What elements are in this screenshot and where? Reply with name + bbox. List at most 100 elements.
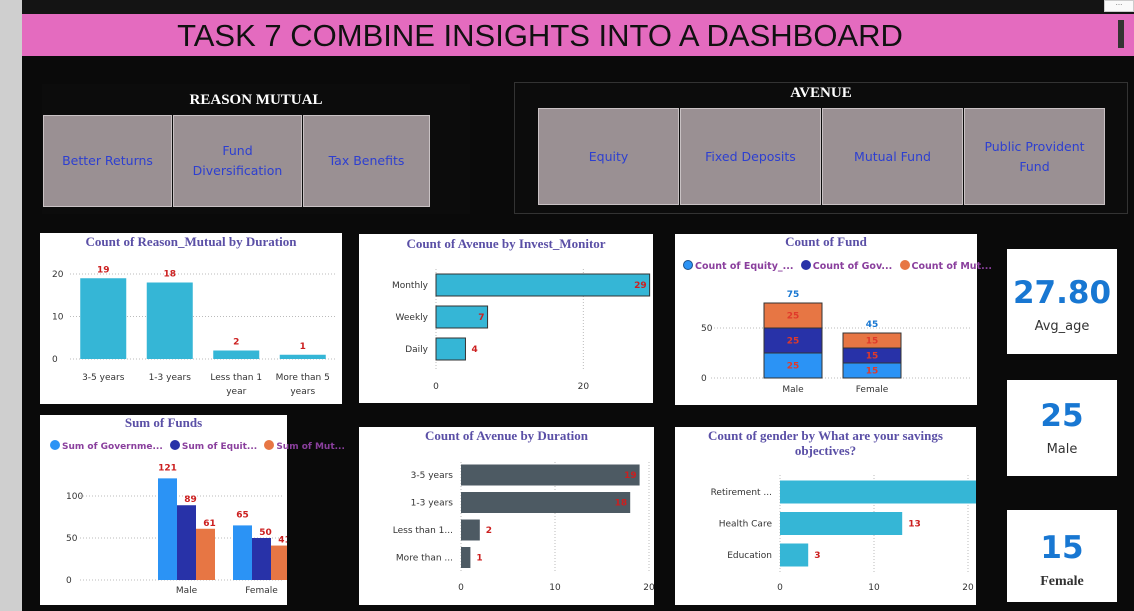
bar [780, 512, 903, 535]
data-label: 1 [476, 554, 482, 564]
y-tick-label: 20 [52, 270, 64, 280]
y-tick-label: 0 [66, 576, 72, 586]
total-label: 75 [787, 290, 800, 300]
y-tick-label: 10 [52, 313, 64, 323]
slicer-option-tax-benefits[interactable]: Tax Benefits [303, 115, 430, 207]
reason-mutual-slicer-title: REASON MUTUAL [189, 92, 323, 108]
legend-item[interactable]: Count of Mut... [899, 260, 992, 272]
avenue-slicer-title: AVENUE [790, 85, 852, 101]
count-of-fund-chart[interactable]: Count of Fund Count of Equity_... Count … [675, 234, 992, 405]
sum-of-funds-chart[interactable]: Sum of Funds Sum of Governme... Sum of E… [40, 415, 345, 605]
y-tick-label: 0 [701, 374, 707, 384]
gender-by-savings-objectives-chart[interactable]: Count of gender by What are your savings… [675, 427, 976, 605]
x-tick-label: 1-3 years [149, 373, 192, 383]
bar [196, 528, 215, 580]
data-label: 15 [866, 352, 879, 362]
chart-title: Count of Reason_Mutual by Duration [85, 234, 297, 249]
x-tick-label: Male [176, 586, 198, 596]
bar [279, 354, 326, 359]
y-tick-label: Monthly [392, 281, 429, 291]
slicer-option-equity[interactable]: Equity [538, 108, 679, 205]
data-label: 7 [478, 313, 484, 323]
bar-segment [842, 332, 902, 349]
dashboard-title: TASK 7 COMBINE INSIGHTS INTO A DASHBOARD [177, 18, 903, 53]
y-tick-label: Retirement ... [711, 488, 772, 498]
dashboard-frame: TASK 7 COMBINE INSIGHTS INTO A DASHBOARD… [22, 0, 1134, 611]
data-label: 25 [787, 312, 800, 322]
x-tick-label: year [226, 387, 246, 397]
data-label: 18 [163, 270, 176, 280]
bar [461, 464, 640, 486]
bar [435, 337, 466, 361]
kpi-value: 25 [1040, 398, 1084, 434]
y-tick-label: 50 [701, 324, 713, 334]
bar-segment [763, 327, 823, 354]
reason-mutual-by-duration-chart[interactable]: Count of Reason_Mutual by Duration 0 10 20… [40, 233, 342, 404]
data-label: 19 [97, 265, 110, 275]
avenue-by-invest-monitor-chart[interactable]: Count of Avenue by Invest_Monitor 0 20 Mon… [359, 234, 653, 403]
data-label: 50 [259, 528, 272, 538]
legend-item[interactable]: Sum of Governme... [50, 440, 163, 452]
data-label: 121 [158, 463, 177, 473]
data-label: 1 [300, 342, 306, 352]
kpi-male[interactable]: 25 Male [1007, 380, 1117, 476]
legend-item[interactable]: Sum of Mut... [264, 440, 345, 452]
data-label: 61 [203, 519, 216, 529]
y-tick-label: 0 [52, 355, 58, 365]
legend-item[interactable]: Sum of Equit... [169, 440, 257, 452]
avenue-slicer: AVENUE Equity Fixed Deposits Mutual Fund… [514, 82, 1128, 214]
chart-legend: Count of Equity_... Count of Gov... Coun… [683, 260, 996, 272]
x-tick-label: 10 [868, 583, 880, 593]
kpi-label: Male [1046, 442, 1078, 457]
more-options-icon[interactable]: ··· [1104, 0, 1134, 12]
bar [271, 545, 287, 580]
y-tick-label: More than ... [396, 554, 453, 564]
x-tick-label: More than 5 [276, 373, 330, 383]
chart-svg: 0 50 25 25 25 75 Male 15 15 15 45 Female [701, 290, 971, 395]
x-tick-label: 0 [458, 583, 464, 593]
x-tick-label: 3-5 years [82, 373, 125, 383]
avenue-by-duration-chart[interactable]: Count of Avenue by Duration 0 10 20 3-5 yea… [359, 427, 654, 605]
slicer-option-better-returns[interactable]: Better Returns [43, 115, 172, 207]
bar [146, 282, 193, 359]
legend-item[interactable]: Count of Equity_... [683, 260, 793, 272]
chart-svg: 0 10 20 3-5 years 19 1-3 years 18 Less than 1..… [393, 462, 654, 593]
data-label: 2 [486, 526, 492, 536]
data-label: 25 [787, 337, 800, 347]
bar [252, 538, 271, 580]
data-label: 4 [471, 345, 477, 355]
bar [233, 525, 252, 580]
chart-legend: Sum of Governme... Sum of Equit... Sum o… [50, 440, 349, 452]
data-label: 89 [184, 495, 197, 505]
data-label: 15 [866, 367, 879, 377]
kpi-label: Avg_age [1034, 319, 1090, 334]
slicer-option-public-provident-fund[interactable]: Public Provident Fund [964, 108, 1105, 205]
x-tick-label: Less than 1 [210, 373, 262, 383]
bar [435, 273, 651, 297]
slicer-option-fixed-deposits[interactable]: Fixed Deposits [680, 108, 821, 205]
bar-segment [763, 302, 823, 329]
kpi-avg-age[interactable]: 27.80 Avg_age [1007, 249, 1117, 354]
x-tick-label: 0 [433, 382, 439, 392]
y-tick-label: Education [727, 551, 772, 561]
data-label: 65 [236, 510, 249, 520]
chart-svg: 0 10 20 19 3-5 years 18 1-3 years 2 Less than 1 y… [52, 265, 336, 397]
focus-mode-icon[interactable] [1118, 20, 1124, 48]
total-label: 45 [866, 320, 879, 330]
title-banner: TASK 7 COMBINE INSIGHTS INTO A DASHBOARD [22, 14, 1134, 56]
chart-svg: 0 50 100 121 89 61 Male 65 50 41 Female [66, 463, 287, 596]
chart-title: Count of Fund [785, 234, 867, 249]
x-tick-label: 20 [643, 583, 654, 593]
chart-title: Count of Avenue by Duration [424, 428, 588, 443]
kpi-female[interactable]: 15 Female [1007, 510, 1117, 602]
data-label: 3 [814, 551, 820, 561]
data-label: 19 [624, 471, 637, 481]
y-tick-label: 3-5 years [411, 471, 454, 481]
y-tick-label: Less than 1... [393, 526, 453, 536]
slicer-option-fund-diversification[interactable]: Fund Diversification [173, 115, 302, 207]
slicer-option-mutual-fund[interactable]: Mutual Fund [822, 108, 963, 205]
x-tick-label: 20 [962, 583, 974, 593]
chart-svg: 0 20 Monthly 29 Weekly 7 Daily 4 [392, 269, 651, 392]
legend-item[interactable]: Count of Gov... [800, 260, 892, 272]
